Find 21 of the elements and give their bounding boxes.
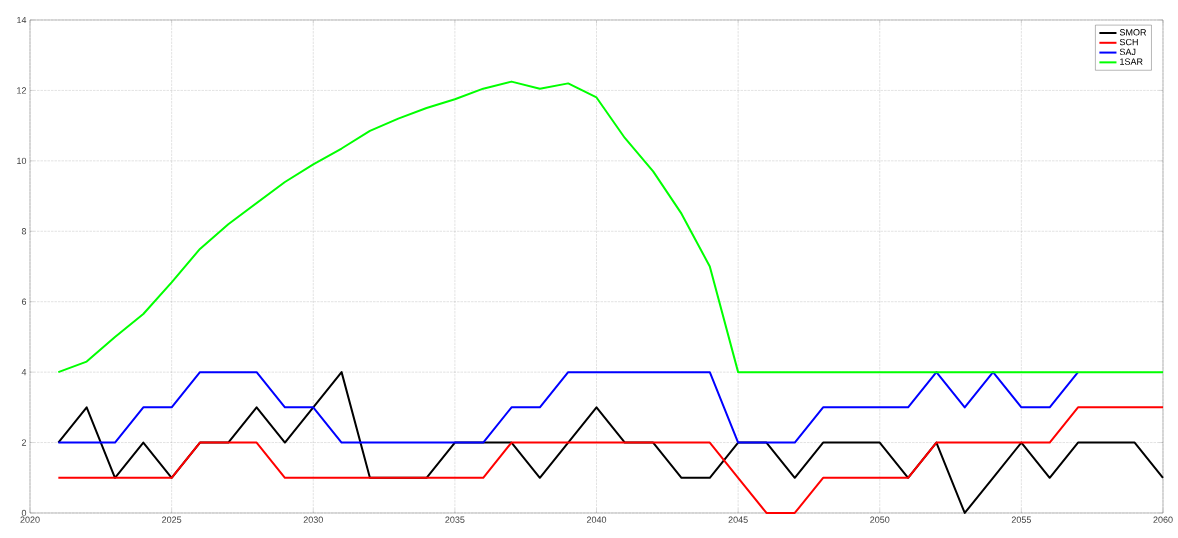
legend-label: 1SAR <box>1120 58 1143 65</box>
x-tick-label: 2045 <box>728 516 748 523</box>
x-tick-label: 2020 <box>20 516 40 523</box>
x-tick-label: 2040 <box>586 516 607 523</box>
y-tick-label: 4 <box>21 369 27 376</box>
y-tick-label: 14 <box>17 16 27 24</box>
y-tick-label: 8 <box>21 228 27 235</box>
y-tick-label: 10 <box>17 157 27 165</box>
x-tick-label: 2050 <box>870 516 890 523</box>
y-tick-label: 12 <box>17 87 27 94</box>
legend-label: SCH <box>1119 38 1138 46</box>
x-tick-label: 2055 <box>1011 516 1031 523</box>
y-tick-label: 0 <box>21 509 27 517</box>
x-tick-label: 2025 <box>162 516 182 523</box>
y-tick-label: 6 <box>21 298 27 305</box>
x-tick-label: 2060 <box>1153 516 1173 523</box>
legend-label: SAJ <box>1119 48 1136 56</box>
legend-label: SMOR <box>1119 29 1147 36</box>
x-tick-label: 2035 <box>445 516 465 523</box>
x-tick-label: 2030 <box>303 516 323 523</box>
y-tick-label: 2 <box>21 439 27 446</box>
